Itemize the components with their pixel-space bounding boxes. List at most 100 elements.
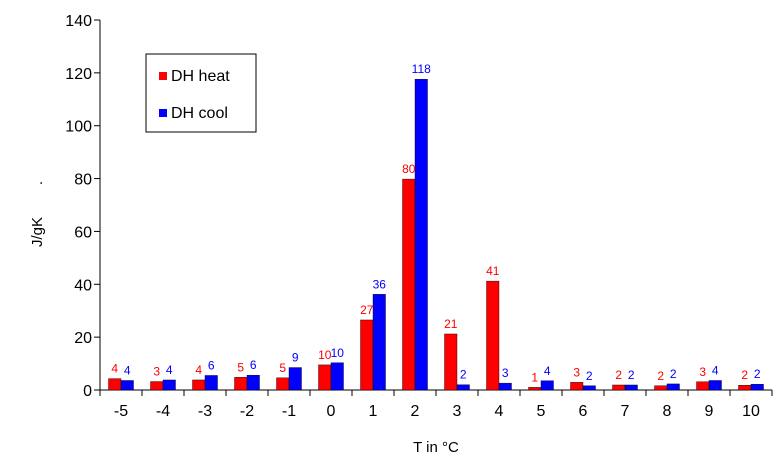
data-label-dh-cool: 2 [670,367,677,381]
x-tick-label: 5 [537,403,546,420]
x-tick-label: 1 [369,403,378,420]
x-tick-label: 2 [411,403,420,420]
data-label-dh-heat: 4 [111,362,118,376]
data-label-dh-cool: 2 [586,369,593,383]
data-label-dh-heat: 80 [402,162,416,176]
y-tick-label: 100 [65,119,92,136]
bar-dh-heat [360,319,374,391]
y-tick-label: 0 [83,383,92,400]
legend-swatch-dh-heat [159,72,167,80]
y-tick-label: 40 [74,277,92,294]
x-tick-label: 6 [579,403,588,420]
bar-dh-cool [372,294,386,391]
x-tick-label: -3 [198,403,212,420]
x-tick-label: 8 [663,403,672,420]
data-label-dh-cool: 4 [712,363,719,377]
y-tick-label: 60 [74,224,92,241]
legend-label-dh-heat: DH heat [171,68,230,85]
x-axis: -5 -4 -3 -2 -1 0 1 2 3 4 5 6 7 8 9 10 [99,389,773,420]
bar-dh-heat [570,382,584,391]
bar-dh-heat [276,377,290,391]
bar-dh-cool [204,375,218,391]
x-tick-label: 0 [327,403,336,420]
data-label-dh-cool: 3 [502,366,509,380]
bar-dh-heat [108,378,122,391]
bar-dh-heat [654,385,668,391]
bar-dh-heat [738,385,752,391]
x-tick-label: -1 [282,403,296,420]
data-label-dh-cool: 2 [754,367,761,381]
data-label-dh-heat: 21 [444,317,458,331]
x-tick-label: -5 [114,403,128,420]
data-label-dh-heat: 5 [237,360,244,374]
bar-dh-cool [162,379,176,391]
bar-dh-heat [192,379,206,391]
data-label-dh-cool: 36 [373,277,387,291]
x-tick-label: -2 [240,403,254,420]
data-label-dh-heat: 5 [279,361,286,375]
bar-dh-cool [414,78,428,391]
data-label-dh-heat: 3 [699,365,706,379]
legend: DH heat DH cool [145,53,257,133]
data-label-dh-heat: 3 [153,365,160,379]
bar-dh-cool [666,383,680,391]
bar-dh-cool [288,367,302,391]
bar-dh-heat [696,381,710,391]
x-tick-label: 7 [621,403,630,420]
data-label-dh-heat: 3 [573,365,580,379]
data-label-dh-cool: 4 [166,363,173,377]
data-label-dh-cool: 6 [250,358,257,372]
data-label-dh-cool: 4 [544,364,551,378]
bar-dh-cool [498,382,512,391]
data-label-dh-cool: 9 [292,351,299,365]
x-axis-label: T in °C [413,439,459,456]
bar-dh-cool [582,385,596,391]
y-tick-label: 140 [65,13,92,30]
data-label-dh-heat: 2 [657,369,664,383]
data-label-dh-heat: 27 [360,303,374,317]
x-tick-label: -4 [156,403,170,420]
data-label-dh-heat: 10 [318,348,332,362]
data-label-dh-heat: 4 [195,363,202,377]
x-tick-label: 3 [453,403,462,420]
bar-dh-cool [246,375,260,391]
data-label-dh-heat: 2 [741,368,748,382]
bar-dh-cool [120,380,134,391]
data-label-dh-heat: 41 [486,264,500,278]
data-label-dh-cool: 118 [412,62,431,76]
data-label-dh-cool: 6 [208,358,215,372]
bar-dh-cool [624,384,638,391]
y-tick-label: 120 [65,66,92,83]
data-label-dh-heat: 1 [531,370,538,384]
x-tick-label: 10 [742,403,760,420]
bar-dh-cool [456,384,470,391]
x-tick-label: 4 [495,403,504,420]
data-label-dh-cool: 10 [331,346,345,360]
data-label-dh-heat: 2 [615,368,622,382]
legend-label-dh-cool: DH cool [171,105,228,122]
bar-dh-heat [444,333,458,391]
bar-dh-heat [612,384,626,391]
data-label-dh-cool: 2 [460,368,467,382]
y-axis-label-dot: . [29,181,46,185]
y-tick-label: 20 [74,330,92,347]
bars-group [108,78,764,391]
bar-dh-heat [486,280,500,391]
y-axis-label: J/gK [29,217,46,247]
bar-dh-cool [330,362,344,391]
bar-dh-heat [150,381,164,391]
data-label-dh-cool: 2 [628,368,635,382]
bar-dh-cool [540,380,554,391]
y-tick-label: 80 [74,172,92,189]
bar-dh-heat [318,364,332,391]
bar-dh-heat [528,387,542,391]
legend-box [145,53,257,133]
x-tick-label: 9 [705,403,714,420]
bar-dh-heat [234,377,248,391]
bar-dh-cool [708,380,722,391]
y-axis: 0 20 40 60 80 100 120 140 [65,13,101,400]
data-label-dh-cool: 4 [124,363,131,377]
